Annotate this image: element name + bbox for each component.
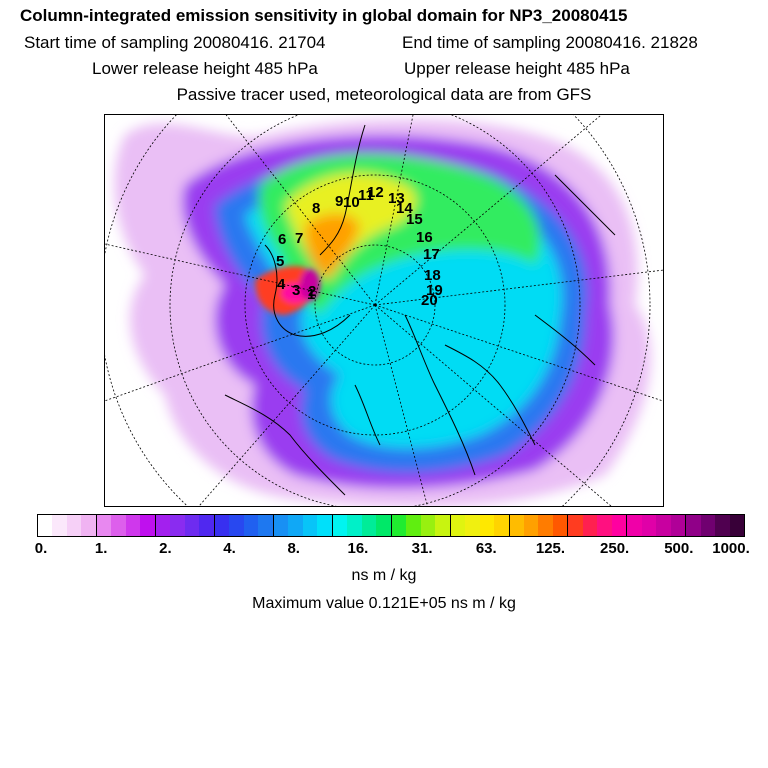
track-label-18: 18	[424, 267, 441, 284]
upper-release-text: Upper release height 485 hPa	[404, 59, 630, 78]
color-scale-segment	[317, 515, 332, 536]
color-scale-segment	[597, 515, 612, 536]
color-scale-segment	[81, 515, 96, 536]
track-label-6: 6	[278, 231, 286, 248]
color-scale-segment	[567, 515, 583, 536]
trajectory-labels: 1 2 3 4 5 6 7 8 9 10 11 12 13 14 15 16 1…	[276, 184, 443, 309]
end-time-text: End time of sampling 20080416. 21828	[402, 33, 698, 52]
color-scale-segment	[199, 515, 214, 536]
color-scale-segment	[95, 515, 112, 536]
color-scale-segment	[272, 515, 289, 536]
track-label-9: 9	[335, 193, 343, 210]
track-label-19: 19	[426, 282, 443, 299]
color-scale-segment	[111, 515, 126, 536]
color-scale-segment	[184, 515, 200, 536]
color-scale-segment	[523, 515, 539, 536]
track-label-20: 20	[421, 292, 438, 309]
color-scale-segment	[331, 515, 348, 536]
color-scale-tick-label: 1000.	[712, 540, 750, 557]
track-label-8: 8	[312, 200, 320, 217]
color-scale-segment	[420, 515, 436, 536]
track-label-10: 10	[343, 194, 360, 211]
map-canvas: 1 2 3 4 5 6 7 8 9 10 11 12 13 14 15 16 1…	[105, 115, 663, 506]
color-scale-segment	[258, 515, 273, 536]
color-scale-segment	[611, 515, 627, 536]
color-scale-tick-label: 0.	[34, 540, 48, 557]
meridians	[105, 115, 663, 506]
color-scale-segment	[582, 515, 598, 536]
color-scale-segment	[390, 515, 407, 536]
lower-release-text: Lower release height 485 hPa	[92, 59, 318, 78]
color-scale-tick-label: 31.	[411, 540, 433, 557]
color-scale-tick-label: 4.	[223, 540, 236, 557]
color-scale-segment	[552, 515, 568, 536]
color-scale-tick-label: 500.	[664, 540, 694, 557]
track-label-15: 15	[406, 211, 423, 228]
track-label-5: 5	[276, 253, 284, 270]
color-scale-segment	[670, 515, 686, 536]
color-scale-segment	[538, 515, 553, 536]
track-label-13: 13	[388, 190, 405, 207]
coastlines	[224, 124, 616, 496]
color-scale-segment	[213, 515, 230, 536]
color-scale-tick-label: 16.	[347, 540, 369, 557]
color-scale-segment	[170, 515, 185, 536]
color-scale-tick-label: 8.	[287, 540, 300, 557]
color-scale-segment	[125, 515, 141, 536]
color-scale-segment	[243, 515, 259, 536]
color-scale-tick-label: 2.	[159, 540, 172, 557]
color-scale-segment	[641, 515, 657, 536]
color-scale-segment	[508, 515, 524, 536]
color-scale-segment	[229, 515, 244, 536]
plot-title: Column-integrated emission sensitivity i…	[20, 6, 628, 25]
track-label-3: 3	[292, 282, 300, 299]
source-plume	[255, 265, 320, 315]
color-scale-segment	[140, 515, 155, 536]
maximum-value-text: Maximum value 0.121E+05 ns m / kg	[252, 595, 516, 612]
color-scale-segment	[52, 515, 67, 536]
color-scale-segment	[729, 515, 745, 536]
color-scale-segment	[465, 515, 480, 536]
color-scale-segment	[700, 515, 716, 536]
track-label-17: 17	[423, 246, 440, 263]
color-scale-segment	[376, 515, 391, 536]
color-scale-segment	[38, 515, 53, 536]
color-scale-segment	[656, 515, 671, 536]
color-scale-segment	[715, 515, 730, 536]
color-scale-segment	[347, 515, 362, 536]
color-scale-segment	[494, 515, 509, 536]
color-scale-segment	[685, 515, 701, 536]
start-time-text: Start time of sampling 20080416. 21704	[24, 33, 326, 52]
units-label: ns m / kg	[351, 567, 417, 584]
track-label-11: 11	[358, 187, 374, 204]
color-scale-segment	[479, 515, 495, 536]
color-scale-tick-label: 250.	[600, 540, 630, 557]
track-label-7: 7	[295, 230, 303, 247]
color-scale-segment	[449, 515, 466, 536]
track-label-14: 14	[396, 200, 413, 217]
color-scale-segment	[626, 515, 642, 536]
sensitivity-field	[114, 119, 651, 506]
color-scale-tick-label: 125.	[535, 540, 566, 557]
color-scale-segment	[435, 515, 450, 536]
color-scale-tick-label: 63.	[475, 540, 497, 557]
color-scale-segment	[361, 515, 377, 536]
color-scale-bar	[37, 514, 745, 537]
color-scale-segment	[302, 515, 318, 536]
tracer-note-text: Passive tracer used, meteorological data…	[176, 85, 592, 104]
color-scale-segment	[288, 515, 303, 536]
color-scale-segment	[406, 515, 421, 536]
track-label-4: 4	[277, 276, 286, 293]
track-label-1: 1	[307, 286, 315, 303]
track-label-16: 16	[416, 229, 433, 246]
polar-map: 1 2 3 4 5 6 7 8 9 10 11 12 13 14 15 16 1…	[104, 114, 664, 507]
track-label-2: 2	[308, 283, 316, 300]
color-scale-segment	[154, 515, 171, 536]
color-scale-segment	[66, 515, 82, 536]
color-scale-tick-label: 1.	[94, 540, 108, 557]
track-label-12: 12	[367, 184, 384, 201]
